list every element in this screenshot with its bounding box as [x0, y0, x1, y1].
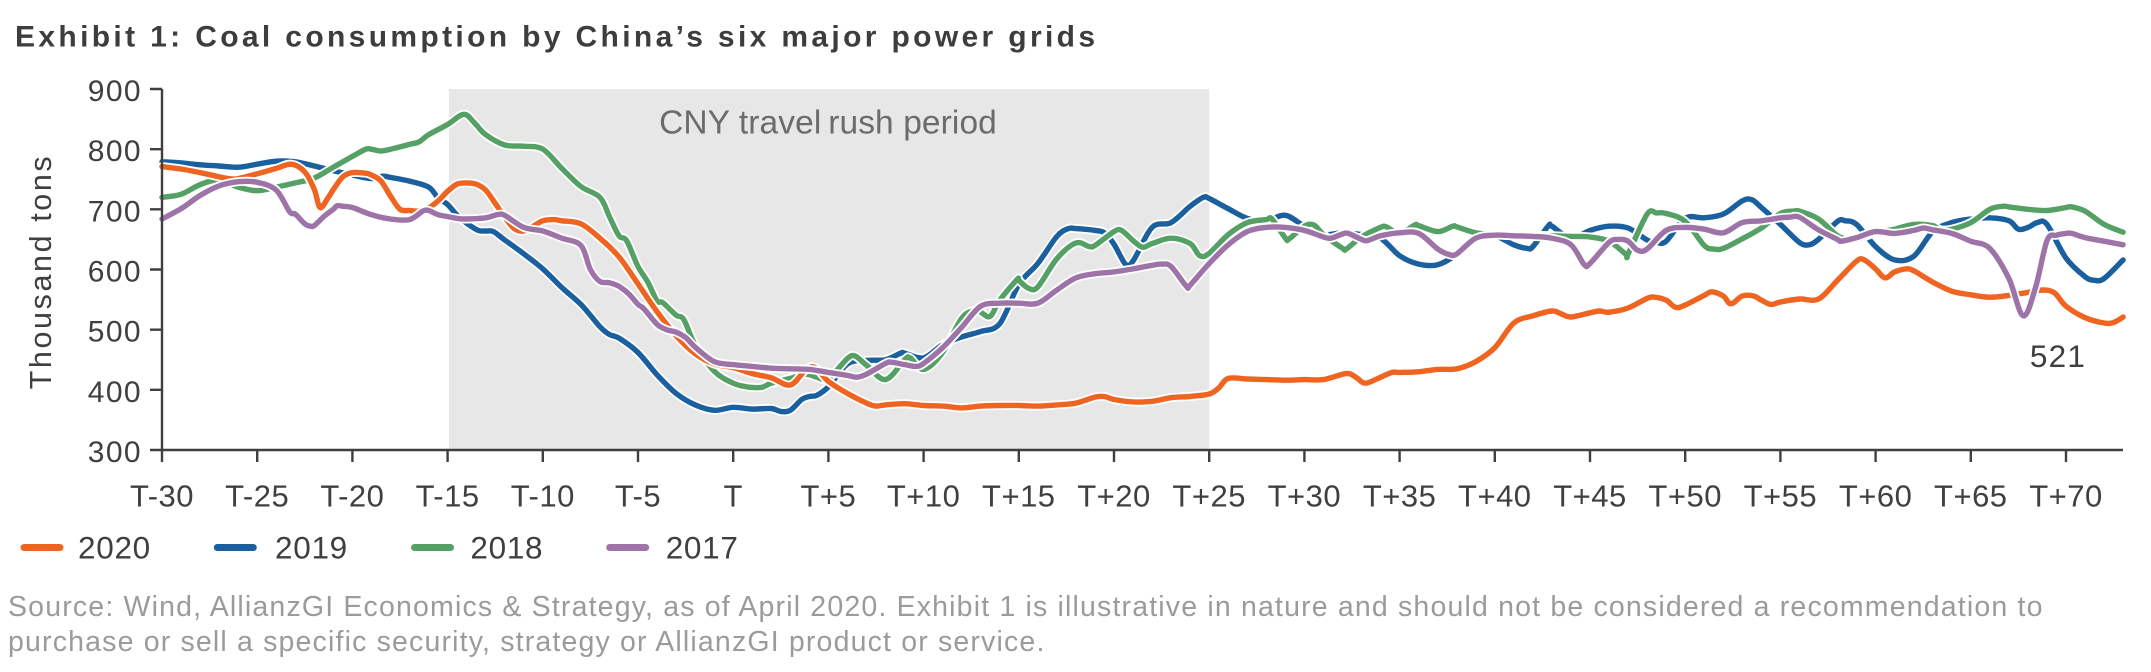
svg-text:T+40: T+40: [1458, 479, 1532, 514]
svg-text:T-15: T-15: [416, 479, 480, 514]
svg-text:Source: Wind, AllianzGI Econom: Source: Wind, AllianzGI Economics & Stra…: [8, 591, 2044, 623]
svg-text:521: 521: [2030, 338, 2086, 374]
svg-text:T+10: T+10: [887, 479, 961, 514]
svg-text:T-5: T-5: [615, 479, 661, 514]
svg-text:T+20: T+20: [1077, 479, 1151, 514]
svg-text:400: 400: [88, 376, 142, 409]
svg-text:T: T: [723, 479, 742, 514]
svg-text:2017: 2017: [666, 530, 739, 566]
svg-text:Exhibit 1: Coal consumption by: Exhibit 1: Coal consumption by China’s s…: [15, 21, 1098, 54]
svg-text:T-30: T-30: [130, 479, 194, 514]
svg-text:T+55: T+55: [1744, 479, 1818, 514]
svg-text:T+60: T+60: [1839, 479, 1913, 514]
svg-text:2020: 2020: [78, 530, 151, 566]
svg-text:900: 900: [88, 75, 142, 108]
svg-text:T+25: T+25: [1172, 479, 1246, 514]
svg-text:T+45: T+45: [1553, 479, 1627, 514]
svg-text:Thousand tons: Thousand tons: [24, 154, 58, 390]
svg-text:T+70: T+70: [2029, 479, 2103, 514]
svg-text:T+35: T+35: [1363, 479, 1437, 514]
svg-text:T-20: T-20: [320, 479, 384, 514]
svg-text:T+65: T+65: [1934, 479, 2008, 514]
svg-text:700: 700: [88, 195, 142, 228]
svg-text:2019: 2019: [275, 530, 348, 566]
svg-text:T+30: T+30: [1268, 479, 1342, 514]
svg-text:T-10: T-10: [511, 479, 575, 514]
svg-text:CNY travel rush period: CNY travel rush period: [659, 105, 997, 142]
svg-text:2018: 2018: [470, 530, 543, 566]
svg-text:purchase or sell a specific se: purchase or sell a specific security, st…: [8, 626, 1046, 658]
svg-text:600: 600: [88, 256, 142, 289]
svg-text:T+5: T+5: [801, 479, 857, 514]
svg-text:300: 300: [88, 436, 142, 469]
svg-text:500: 500: [88, 316, 142, 349]
svg-text:T+50: T+50: [1648, 479, 1722, 514]
svg-text:800: 800: [88, 135, 142, 168]
svg-text:T+15: T+15: [982, 479, 1056, 514]
svg-text:T-25: T-25: [225, 479, 289, 514]
